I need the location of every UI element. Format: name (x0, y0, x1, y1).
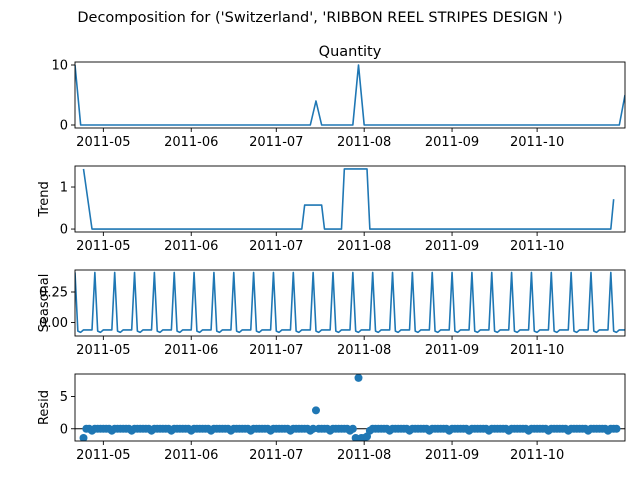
y-tick-label: 0 (60, 119, 68, 134)
resid-point (612, 424, 621, 433)
x-tick-label: 2011-08 (337, 448, 391, 463)
y-axis-label: Trend (37, 181, 52, 218)
x-tick-label: 2011-06 (164, 343, 218, 358)
x-tick-label: 2011-05 (76, 135, 130, 150)
series-line (75, 64, 625, 126)
panel-1: 0 10 2011-05 2011-06 2011-07 2011-08 2011-09 20… (51, 44, 626, 150)
y-tick-label: 1 (60, 181, 68, 196)
y-tick-label: 0 (60, 223, 68, 238)
axes-frame (74, 373, 626, 442)
y-axis-label: Resid (37, 390, 52, 425)
series-line (75, 271, 625, 334)
y-tick-label: 0.25 (39, 286, 68, 301)
x-tick-label: 2011-07 (249, 448, 303, 463)
x-tick-label: 2011-07 (249, 343, 303, 358)
x-tick-label: 2011-08 (337, 135, 391, 150)
x-tick-label: 2011-09 (425, 135, 479, 150)
x-tick-label: 2011-10 (510, 343, 564, 358)
x-tick-label: 2011-09 (425, 239, 479, 254)
axes-frame (74, 61, 626, 129)
x-tick-label: 2011-05 (76, 239, 130, 254)
plot-area (82, 168, 615, 230)
x-tick-label: 2011-08 (337, 343, 391, 358)
y-tick-label: 10 (51, 59, 68, 74)
plot-area (75, 374, 625, 441)
resid-point (79, 433, 88, 441)
x-tick-label: 2011-07 (249, 239, 303, 254)
panel-4: 0 5 2011-05 2011-06 2011-07 2011-08 2011-09 201… (37, 373, 626, 463)
x-tick-label: 2011-08 (337, 239, 391, 254)
x-tick-label: 2011-07 (249, 135, 303, 150)
axes-frame (74, 165, 626, 233)
x-tick-label: 2011-09 (425, 448, 479, 463)
x-tick-label: 2011-05 (76, 343, 130, 358)
x-tick-label: 2011-09 (425, 343, 479, 358)
plot-area (75, 271, 625, 334)
x-tick-label: 2011-10 (510, 448, 564, 463)
x-tick-label: 2011-06 (164, 239, 218, 254)
x-tick-label: 2011-10 (510, 239, 564, 254)
x-tick-label: 2011-05 (76, 448, 130, 463)
series-line (82, 168, 615, 230)
panel-title: Quantity (319, 44, 382, 60)
x-tick-label: 2011-06 (164, 448, 218, 463)
y-tick-label: 0.00 (39, 316, 68, 331)
resid-point (348, 424, 357, 433)
resid-point (309, 424, 318, 433)
resid-point (354, 374, 363, 382)
figure-suptitle: Decomposition for ('Switzerland', 'RIBBO… (77, 10, 562, 26)
y-tick-label: 0 (60, 422, 68, 437)
panel-3: 0.00 0.25 2011-05 2011-06 2011-07 2011-08 2011… (37, 269, 626, 358)
x-tick-label: 2011-10 (510, 135, 564, 150)
x-tick-label: 2011-06 (164, 135, 218, 150)
y-tick-label: 5 (60, 390, 68, 405)
axes-frame (74, 269, 626, 337)
y-axis-label: Seasonal (37, 274, 52, 333)
resid-point (363, 432, 372, 441)
resid-point (311, 406, 320, 415)
plot-area (75, 64, 625, 126)
panel-2: 0 1 2011-05 2011-06 2011-07 2011-08 2011-09 201… (37, 165, 626, 254)
